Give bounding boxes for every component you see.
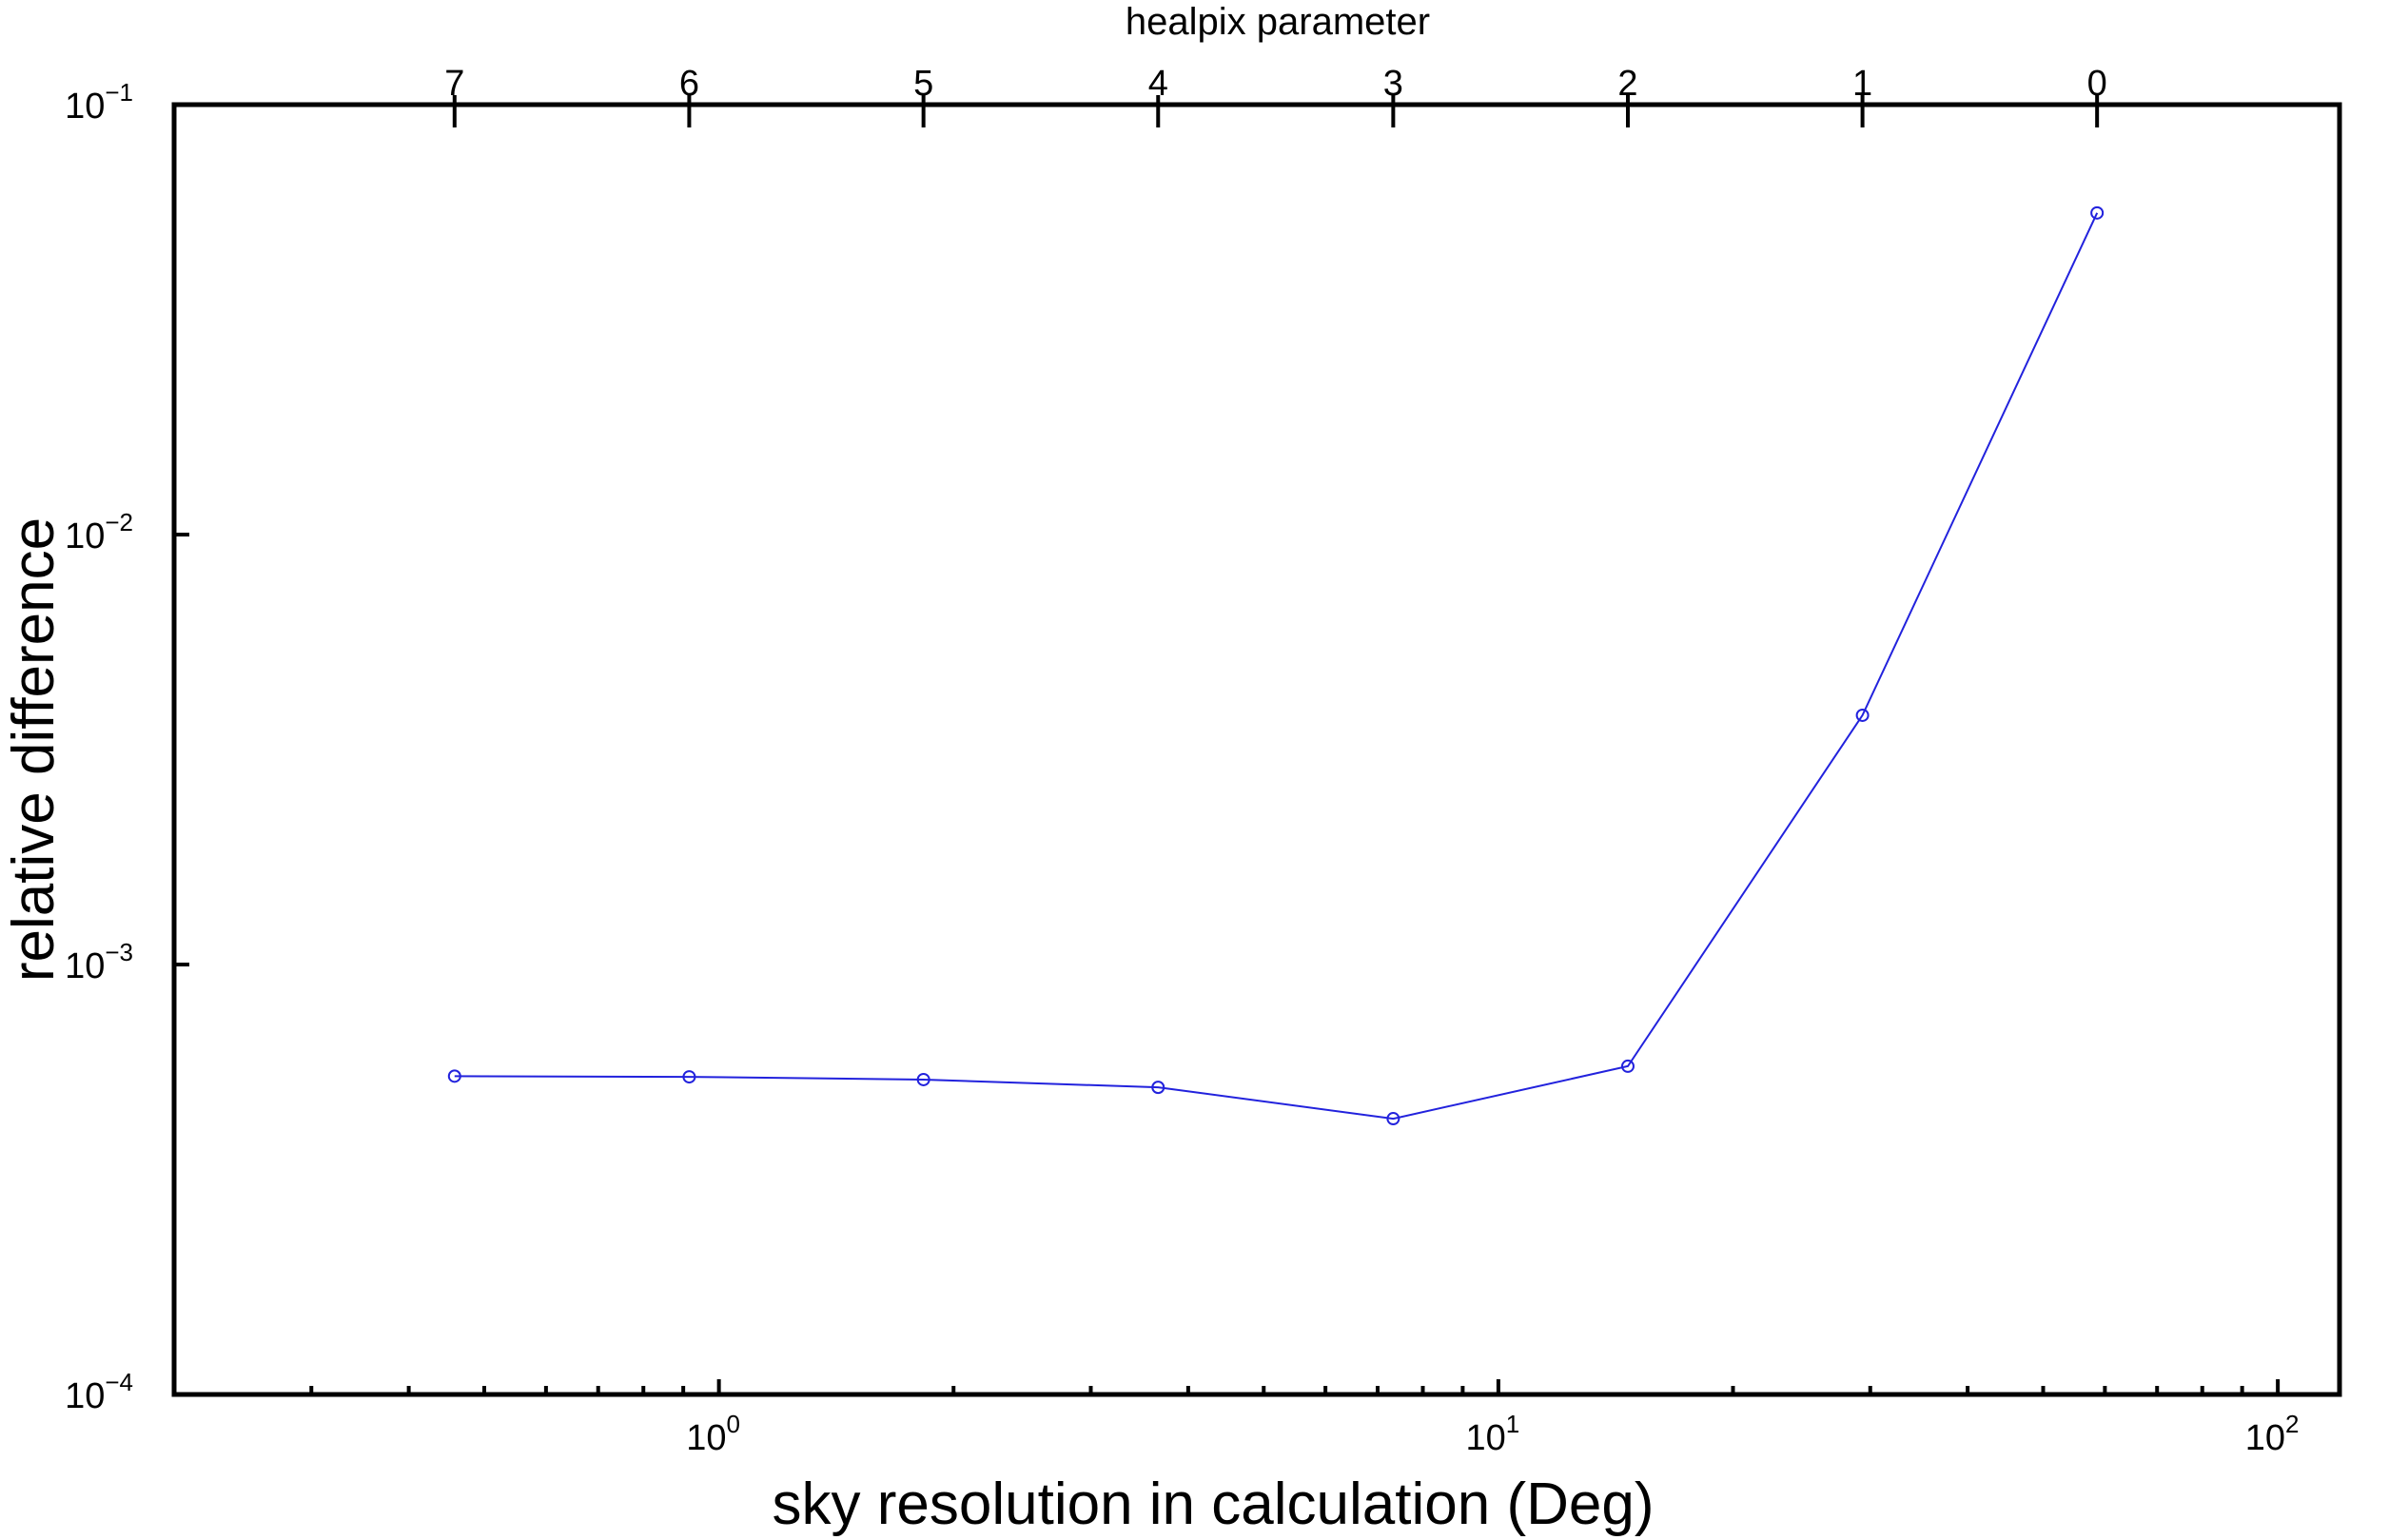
y-tick-label: 10−1	[65, 78, 133, 127]
top-tick-label: 1	[1852, 64, 1872, 104]
top-tick-label: 3	[1383, 64, 1403, 104]
plot-frame	[171, 102, 2342, 1397]
x-tick-label: 101	[1466, 1410, 1520, 1458]
top-axis-title: healpix parameter	[1126, 1, 1430, 43]
axis-ticks	[172, 95, 2281, 1396]
y-tick-label: 10−4	[65, 1368, 133, 1416]
data-series	[447, 205, 2105, 1126]
tick-labels: 100 101 102 10−1 10−2 10−3 10−4 7 6 5 4 3 2 1 0	[65, 64, 2299, 1458]
top-tick-label: 6	[679, 64, 699, 104]
top-tick-label: 7	[444, 64, 464, 104]
data-point	[682, 1070, 696, 1084]
x-tick-label: 102	[2245, 1410, 2300, 1458]
top-tick-label: 2	[1617, 64, 1637, 104]
top-tick-label: 5	[913, 64, 933, 104]
y-tick-label: 10−3	[65, 938, 133, 986]
data-point	[1620, 1059, 1635, 1073]
data-point	[1855, 708, 1870, 722]
top-tick-label: 4	[1148, 64, 1168, 104]
y-axis-title: relative difference	[1, 517, 67, 982]
data-point	[2090, 205, 2105, 220]
top-tick-label: 0	[2087, 64, 2107, 104]
data-point	[916, 1072, 930, 1086]
data-point	[1151, 1081, 1165, 1095]
x-tick-label: 100	[686, 1410, 740, 1458]
series-line	[454, 212, 2099, 1121]
x-axis-title: sky resolution in calculation (Deg)	[773, 1472, 1655, 1537]
data-point	[1386, 1112, 1400, 1126]
y-tick-label: 10−2	[65, 508, 133, 556]
data-point	[447, 1069, 461, 1083]
